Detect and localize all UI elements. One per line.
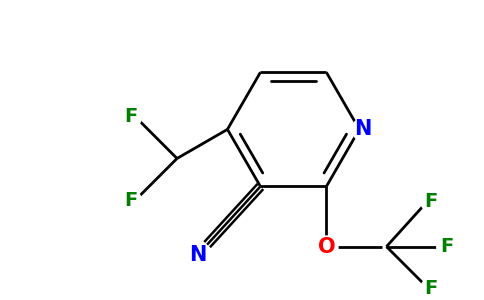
Text: F: F bbox=[424, 191, 438, 211]
Text: F: F bbox=[440, 237, 453, 256]
Text: N: N bbox=[189, 245, 207, 265]
Text: N: N bbox=[354, 119, 372, 140]
Text: F: F bbox=[424, 279, 438, 298]
Text: F: F bbox=[124, 191, 137, 210]
Text: O: O bbox=[318, 237, 335, 256]
Text: F: F bbox=[124, 107, 137, 126]
